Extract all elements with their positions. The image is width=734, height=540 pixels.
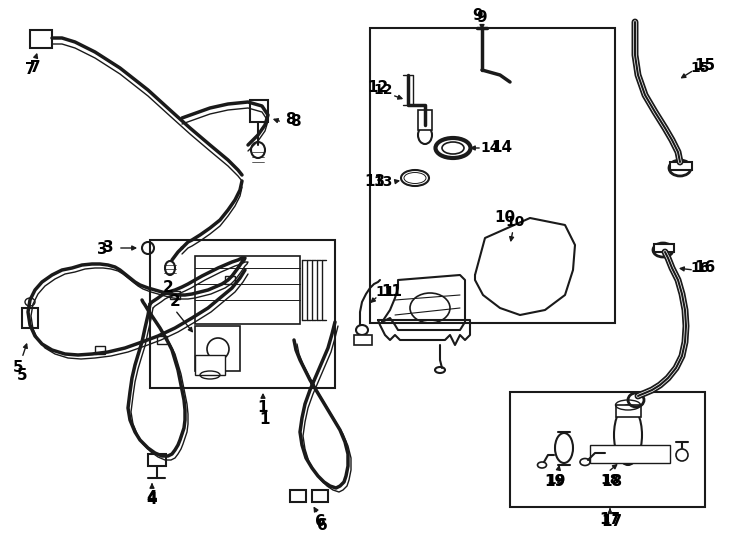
Bar xyxy=(157,336,167,344)
Text: 4: 4 xyxy=(147,492,157,508)
Bar xyxy=(170,291,180,299)
Text: 9: 9 xyxy=(473,8,483,23)
Bar xyxy=(195,256,300,324)
Text: 14: 14 xyxy=(480,141,500,155)
Text: 12: 12 xyxy=(374,83,393,97)
Text: 19: 19 xyxy=(545,475,566,489)
Text: 1: 1 xyxy=(260,413,270,428)
Text: 8: 8 xyxy=(285,112,295,127)
Bar xyxy=(670,162,692,170)
Text: 8: 8 xyxy=(290,114,300,130)
Text: 12: 12 xyxy=(368,80,388,96)
Text: 19: 19 xyxy=(546,473,566,487)
Text: 18: 18 xyxy=(601,475,622,489)
Text: 11: 11 xyxy=(375,285,395,299)
Bar xyxy=(95,346,105,354)
Text: 3: 3 xyxy=(97,242,107,258)
Text: 7: 7 xyxy=(29,60,40,76)
Text: 18: 18 xyxy=(600,473,619,487)
Text: 16: 16 xyxy=(694,260,716,275)
Bar xyxy=(616,405,641,417)
Text: 13: 13 xyxy=(365,174,385,190)
Text: 14: 14 xyxy=(492,140,512,156)
Text: 11: 11 xyxy=(382,285,402,300)
Text: 3: 3 xyxy=(103,240,113,255)
Text: 6: 6 xyxy=(315,515,325,530)
Bar xyxy=(354,335,372,345)
Bar xyxy=(30,30,52,48)
Text: 17: 17 xyxy=(601,515,622,530)
Text: 2: 2 xyxy=(163,280,173,295)
Text: 16: 16 xyxy=(690,261,710,275)
Text: 1: 1 xyxy=(258,401,268,415)
Text: 10: 10 xyxy=(495,211,515,226)
Text: 7: 7 xyxy=(25,63,35,78)
Bar xyxy=(250,100,268,122)
Text: 5: 5 xyxy=(17,368,27,382)
Bar xyxy=(370,28,615,323)
Bar xyxy=(654,244,674,252)
Text: 2: 2 xyxy=(170,294,181,309)
Bar xyxy=(22,308,38,328)
Text: 15: 15 xyxy=(694,57,716,72)
Bar xyxy=(225,276,235,284)
Bar xyxy=(590,445,670,463)
Text: 15: 15 xyxy=(690,61,710,75)
Text: 17: 17 xyxy=(600,512,620,528)
Bar xyxy=(510,392,705,507)
Text: 6: 6 xyxy=(316,517,327,532)
Text: 13: 13 xyxy=(374,175,393,189)
Bar xyxy=(195,326,240,371)
Text: 10: 10 xyxy=(505,215,525,229)
Bar xyxy=(312,490,328,502)
Text: 9: 9 xyxy=(476,10,487,25)
Bar xyxy=(290,490,306,502)
Bar xyxy=(195,355,225,375)
Text: 4: 4 xyxy=(147,490,157,505)
Text: 5: 5 xyxy=(12,361,23,375)
Bar xyxy=(418,110,432,130)
Bar xyxy=(150,240,335,388)
Bar xyxy=(148,454,166,466)
